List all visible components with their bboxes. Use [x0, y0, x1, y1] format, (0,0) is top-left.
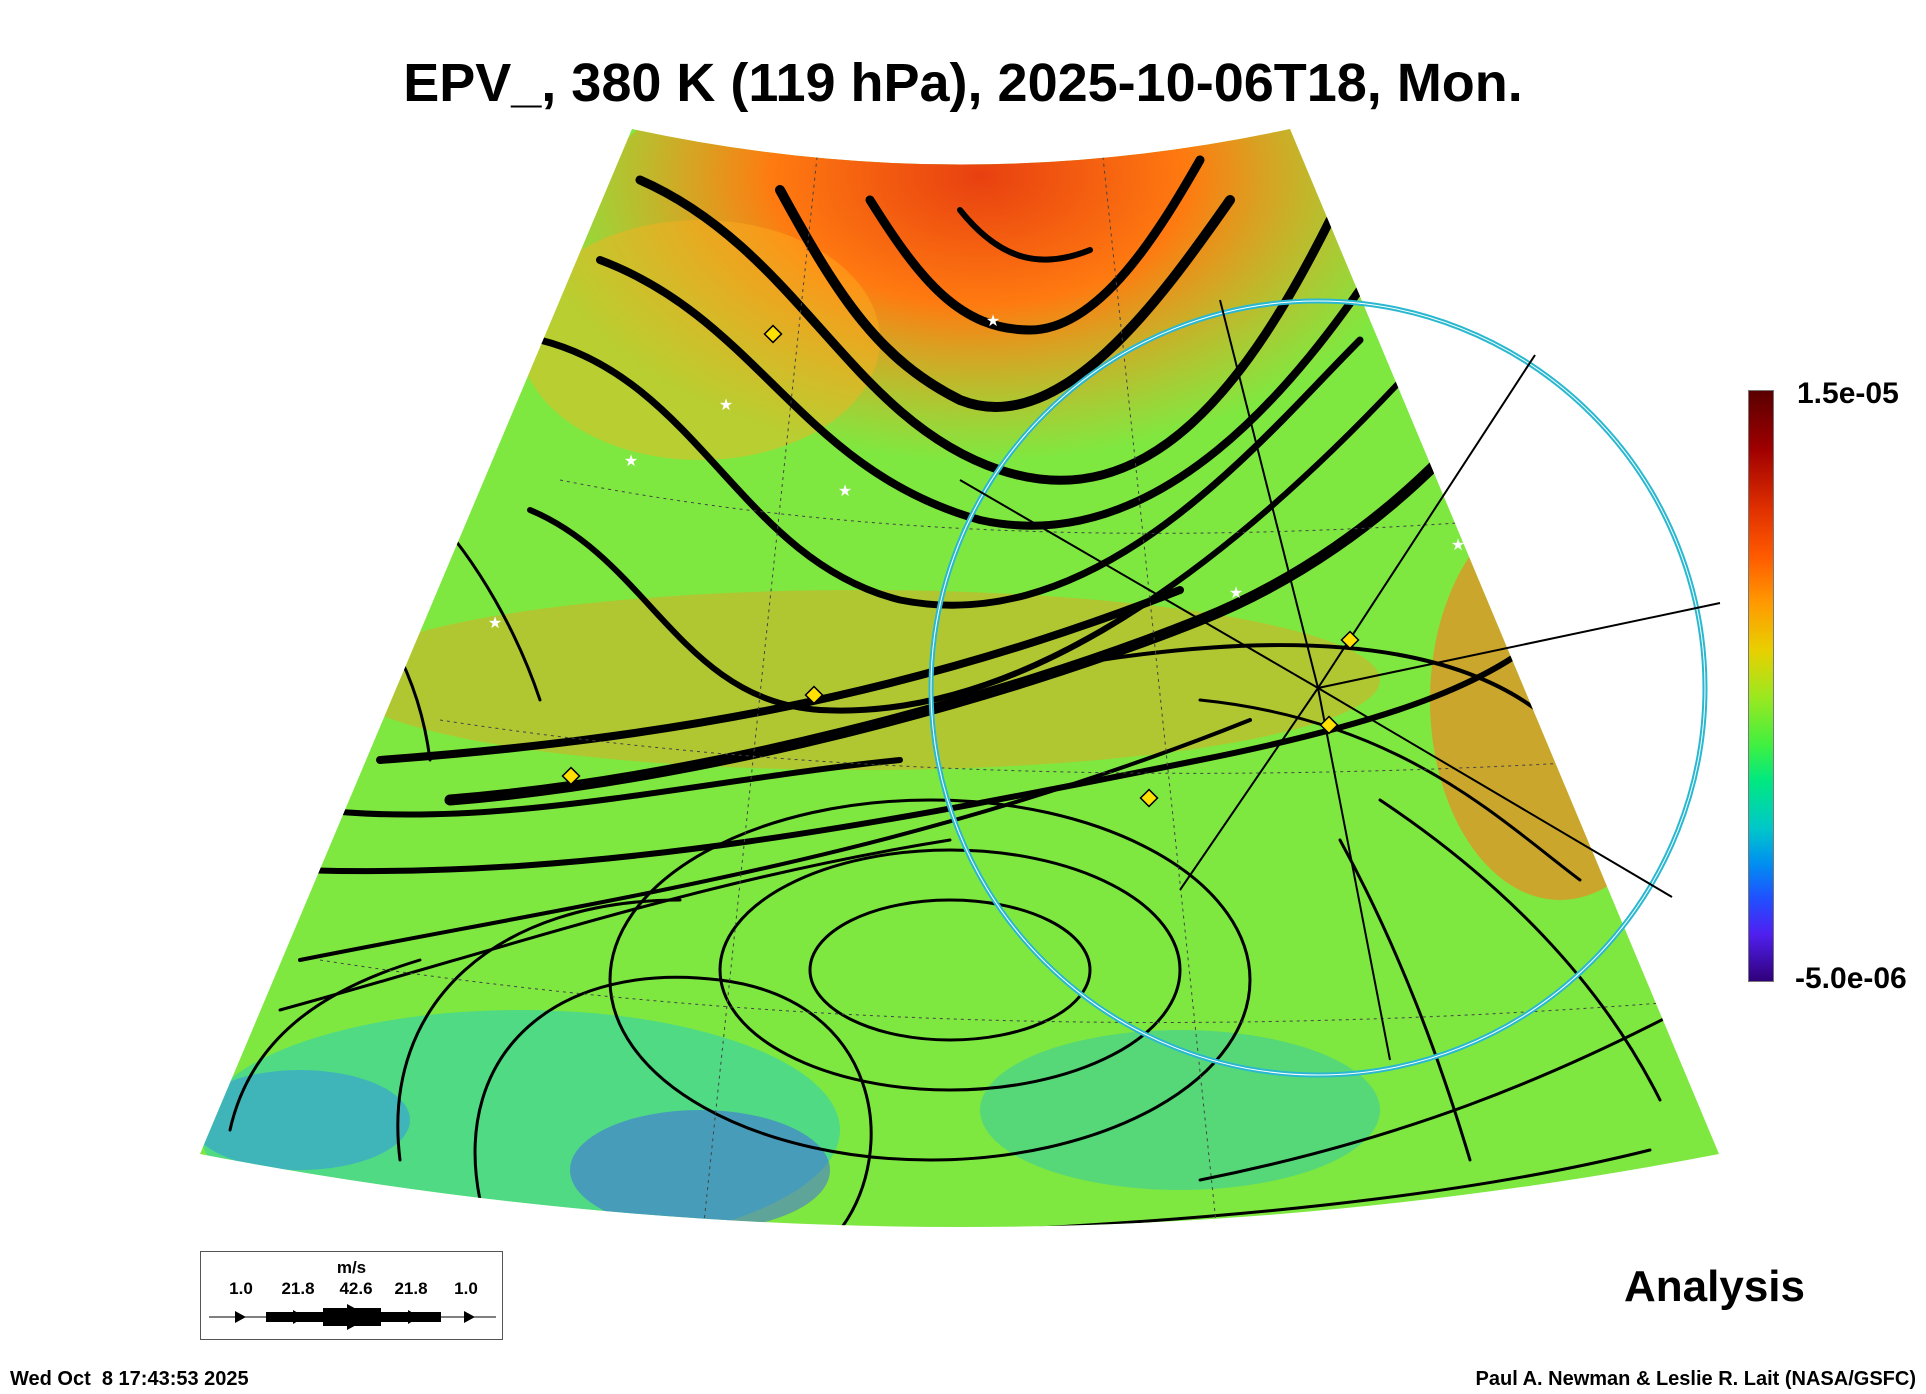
colorbar: [1748, 390, 1774, 982]
star-markers: ★ ★ ★ ★ ★ ★ ★: [488, 313, 1465, 632]
lat-lon-grid: [319, 129, 1701, 1227]
wind-legend-value: 42.6: [339, 1279, 373, 1298]
wind-legend-value: 1.0: [229, 1279, 253, 1298]
wind-legend-value: 21.8: [281, 1279, 315, 1298]
chart-title: EPV_, 380 K (119 hPa), 2025-10-06T18, Mo…: [403, 53, 1523, 113]
svg-text:★: ★: [1451, 537, 1465, 554]
analysis-label: Analysis: [1624, 1262, 1805, 1311]
epv-field: [200, 129, 1719, 1227]
svg-text:★: ★: [1229, 585, 1243, 602]
colorbar-min-label: -5.0e-06: [1795, 962, 1907, 995]
wind-legend: m/s 1.0 21.8 42.6 21.8 1.0: [200, 1251, 503, 1340]
wind-streamlines: [228, 155, 1702, 1227]
svg-text:★: ★: [624, 453, 638, 470]
colorbar-max-label: 1.5e-05: [1797, 377, 1899, 410]
wind-legend-value: 1.0: [454, 1279, 478, 1298]
svg-text:★: ★: [838, 483, 852, 500]
range-ring: [928, 298, 1721, 1078]
svg-text:★: ★: [719, 397, 733, 414]
wind-legend-unit: m/s: [336, 1258, 367, 1277]
svg-text:★: ★: [488, 615, 502, 632]
credit: Paul A. Newman & Leslie R. Lait (NASA/GS…: [1475, 1368, 1916, 1390]
timestamp: Wed Oct 8 17:43:53 2025: [10, 1368, 249, 1390]
svg-text:★: ★: [986, 313, 1000, 330]
wind-legend-value: 21.8: [394, 1279, 428, 1298]
wind-legend-arrow: [209, 1304, 496, 1330]
station-markers: [561, 324, 1360, 808]
